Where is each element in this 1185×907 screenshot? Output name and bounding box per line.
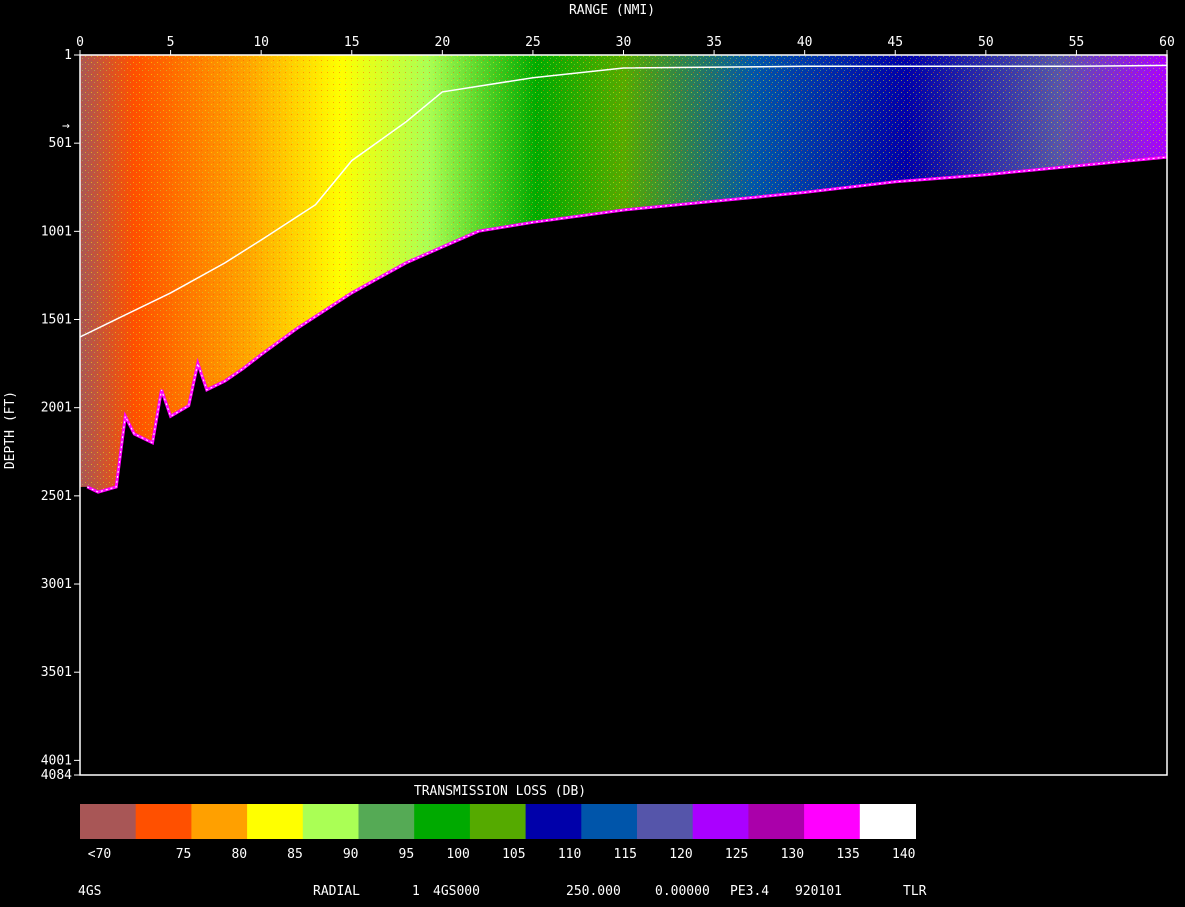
- x-tick-label: 10: [253, 35, 269, 50]
- colorbar-swatch: [859, 804, 916, 839]
- footer-item-6: 0.00000: [655, 884, 710, 899]
- colorbar-swatch: [469, 804, 527, 839]
- y-axis-title: DEPTH (FT): [3, 391, 18, 469]
- y-tick-label: 3501: [41, 665, 72, 680]
- colorbar-swatch: [80, 804, 137, 839]
- source-depth-arrow-icon: →: [62, 118, 70, 133]
- x-tick-label: 25: [525, 35, 541, 50]
- colorbar-swatch: [692, 804, 749, 839]
- x-tick-label: 50: [978, 35, 994, 50]
- y-tick-label: 4084: [41, 768, 72, 783]
- y-tick-label: 1501: [41, 313, 72, 328]
- field-bottom-fade: [80, 55, 1167, 493]
- footer-item-5: 250.000: [566, 884, 621, 899]
- footer-item-2: RADIAL: [313, 884, 360, 899]
- colorbar-label: 110: [558, 847, 581, 862]
- x-axis-ticks: 0 5 10 15 20 25 30 35 40 45 50 55 60: [76, 35, 1175, 55]
- colorbar-title: TRANSMISSION LOSS (DB): [414, 784, 586, 799]
- colorbar: [80, 804, 916, 839]
- x-tick-label: 20: [435, 35, 451, 50]
- footer-info-bar: 4GS RADIAL 1 4GS000 250.000 0.00000 PE3.…: [0, 884, 1185, 904]
- x-tick-label: 30: [616, 35, 632, 50]
- x-tick-label: 15: [344, 35, 360, 50]
- colorbar-label: 120: [669, 847, 692, 862]
- colorbar-label: 135: [836, 847, 859, 862]
- x-tick-label: 55: [1069, 35, 1085, 50]
- colorbar-swatch: [581, 804, 638, 839]
- colorbar-label: 115: [614, 847, 637, 862]
- y-tick-label: 4001: [41, 753, 72, 768]
- colorbar-swatch: [414, 804, 471, 839]
- colorbar-label: 130: [781, 847, 804, 862]
- colorbar-labels: <70 75 80 85 90 95 100 105 110 115 120 125 130 135 140: [88, 847, 916, 862]
- colorbar-label: 95: [399, 847, 415, 862]
- colorbar-label: 85: [287, 847, 303, 862]
- colorbar-swatch: [804, 804, 861, 839]
- colorbar-swatch: [525, 804, 582, 839]
- colorbar-swatch: [637, 804, 694, 839]
- colorbar-label: 90: [343, 847, 359, 862]
- footer-item-7: PE3.4: [730, 884, 770, 899]
- transmission-loss-field: [80, 55, 1168, 494]
- colorbar-swatch: [135, 804, 192, 839]
- colorbar-label: 105: [502, 847, 525, 862]
- colorbar-label: 75: [176, 847, 192, 862]
- colorbar-label: <70: [88, 847, 111, 862]
- x-tick-label: 0: [76, 35, 84, 50]
- footer-item-4: 4GS000: [433, 884, 480, 899]
- footer-item-9: TLR: [903, 884, 927, 899]
- y-tick-label: 501: [49, 136, 72, 151]
- y-tick-label: 2501: [41, 489, 72, 504]
- colorbar-swatch: [358, 804, 415, 839]
- x-tick-label: 5: [167, 35, 175, 50]
- colorbar-swatch: [302, 804, 359, 839]
- footer-item-8: 920101: [795, 884, 842, 899]
- x-tick-label: 35: [706, 35, 722, 50]
- sound-speed-profile-line: [79, 64, 1168, 338]
- y-tick-label: 2001: [41, 401, 72, 416]
- colorbar-swatch: [191, 804, 248, 839]
- colorbar-label: 80: [231, 847, 247, 862]
- colorbar-label: 140: [892, 847, 915, 862]
- x-tick-label: 40: [797, 35, 813, 50]
- insonified-boundary-fringe: [86, 156, 1168, 493]
- y-tick-label: 1001: [41, 224, 72, 239]
- colorbar-swatch: [247, 804, 304, 839]
- y-tick-label: 3001: [41, 577, 72, 592]
- colorbar-label: 125: [725, 847, 748, 862]
- footer-item-1: 4GS: [78, 884, 102, 899]
- x-tick-label: 60: [1159, 35, 1175, 50]
- y-tick-label: 1: [64, 48, 72, 63]
- x-axis-title: RANGE (NMI): [569, 3, 655, 18]
- x-tick-label: 45: [887, 35, 903, 50]
- colorbar-label: 100: [446, 847, 469, 862]
- colorbar-swatch: [748, 804, 805, 839]
- footer-item-3: 1: [412, 884, 420, 899]
